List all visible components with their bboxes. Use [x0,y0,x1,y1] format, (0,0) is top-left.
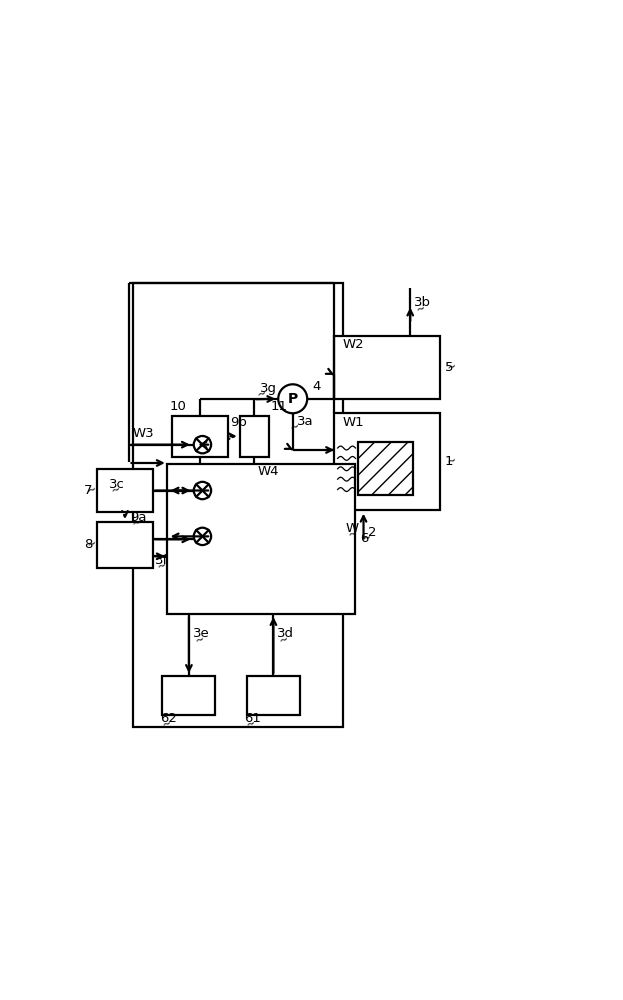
Text: ~: ~ [245,718,258,730]
Text: ~: ~ [110,484,123,496]
FancyBboxPatch shape [334,336,440,399]
Text: 62: 62 [160,712,177,725]
Text: W2: W2 [343,338,364,351]
Text: 3a: 3a [297,415,313,428]
Text: 1: 1 [445,455,454,468]
Text: ~: ~ [348,528,360,541]
FancyBboxPatch shape [163,676,216,715]
Text: W4: W4 [258,465,280,478]
Text: 3d: 3d [277,627,294,640]
Text: ~: ~ [289,421,301,434]
Text: 7: 7 [83,484,92,497]
Text: ~: ~ [257,388,269,401]
Text: ~: ~ [415,303,427,316]
FancyBboxPatch shape [172,416,227,457]
Text: 5: 5 [445,361,454,374]
FancyBboxPatch shape [167,464,356,614]
FancyBboxPatch shape [358,442,414,495]
FancyBboxPatch shape [133,283,343,727]
Text: ~: ~ [156,560,168,573]
FancyBboxPatch shape [247,676,300,715]
Text: W: W [345,522,358,535]
Text: 6: 6 [360,532,369,545]
Text: ~: ~ [131,518,143,530]
Text: ~: ~ [194,634,206,646]
Text: 2: 2 [368,526,377,539]
Text: W3: W3 [133,427,154,440]
FancyBboxPatch shape [334,413,440,510]
FancyBboxPatch shape [97,469,153,512]
FancyBboxPatch shape [240,416,269,457]
Text: 3g: 3g [260,382,277,395]
Text: ~: ~ [87,484,99,496]
Text: ~: ~ [161,718,173,730]
Text: ~: ~ [278,634,290,646]
Text: 3f: 3f [155,554,168,567]
Text: 61: 61 [244,712,261,725]
Text: W1: W1 [343,416,364,429]
Circle shape [194,436,211,453]
Text: ~: ~ [446,361,458,373]
Text: 10: 10 [169,400,186,413]
Circle shape [194,482,211,499]
Circle shape [278,384,307,413]
Text: 9a: 9a [130,511,146,524]
Text: 3c: 3c [109,478,125,491]
Text: ~: ~ [361,532,374,545]
Text: 3b: 3b [414,296,431,309]
Circle shape [194,528,211,545]
Text: 9b: 9b [230,416,247,429]
Text: 4: 4 [312,380,320,393]
Text: 8: 8 [83,538,92,551]
Text: ~: ~ [446,455,458,467]
FancyBboxPatch shape [97,522,153,568]
Text: 3e: 3e [193,627,209,640]
Text: P: P [288,392,298,406]
Text: ~: ~ [87,538,99,551]
Text: 11: 11 [271,400,288,413]
